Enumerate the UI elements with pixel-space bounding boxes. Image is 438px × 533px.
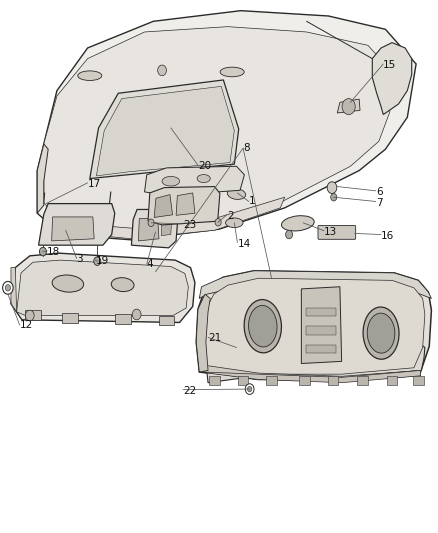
Ellipse shape	[197, 175, 210, 182]
Polygon shape	[11, 268, 17, 312]
Ellipse shape	[227, 189, 246, 199]
Polygon shape	[196, 271, 431, 379]
Polygon shape	[44, 27, 390, 232]
Circle shape	[215, 219, 221, 226]
Ellipse shape	[226, 218, 243, 228]
Ellipse shape	[220, 67, 244, 77]
FancyBboxPatch shape	[318, 225, 356, 239]
Text: 3: 3	[77, 254, 83, 263]
Polygon shape	[176, 193, 195, 215]
Ellipse shape	[78, 71, 102, 80]
Ellipse shape	[52, 275, 84, 292]
Circle shape	[247, 386, 252, 392]
Ellipse shape	[244, 300, 282, 353]
Polygon shape	[328, 376, 338, 385]
Polygon shape	[387, 376, 397, 385]
Circle shape	[342, 99, 355, 115]
Polygon shape	[204, 365, 420, 381]
Text: 1: 1	[249, 197, 255, 206]
Polygon shape	[52, 217, 94, 241]
Polygon shape	[115, 314, 131, 324]
Text: 23: 23	[183, 220, 196, 230]
Polygon shape	[209, 376, 220, 385]
Polygon shape	[306, 326, 336, 335]
Polygon shape	[299, 376, 310, 385]
Polygon shape	[90, 80, 239, 179]
Ellipse shape	[111, 278, 134, 292]
Circle shape	[39, 247, 46, 256]
Polygon shape	[206, 341, 425, 383]
Text: 15: 15	[383, 60, 396, 70]
Polygon shape	[39, 204, 115, 245]
Circle shape	[3, 281, 13, 294]
Text: 20: 20	[198, 161, 211, 171]
Polygon shape	[306, 345, 336, 353]
Polygon shape	[357, 376, 368, 385]
Circle shape	[94, 257, 101, 265]
Polygon shape	[238, 376, 248, 385]
Polygon shape	[37, 144, 48, 213]
Polygon shape	[37, 11, 416, 240]
Text: 6: 6	[376, 187, 382, 197]
Text: 2: 2	[227, 211, 233, 221]
Polygon shape	[306, 308, 336, 316]
Text: 12: 12	[20, 320, 33, 330]
Polygon shape	[154, 195, 173, 217]
Text: 14: 14	[237, 239, 251, 248]
Polygon shape	[11, 253, 195, 322]
Polygon shape	[199, 271, 431, 298]
Polygon shape	[96, 86, 234, 176]
Polygon shape	[199, 370, 420, 383]
Ellipse shape	[367, 313, 395, 353]
Circle shape	[158, 65, 166, 76]
Circle shape	[245, 384, 254, 394]
Polygon shape	[337, 99, 360, 113]
Polygon shape	[131, 209, 178, 248]
Circle shape	[5, 285, 11, 291]
Circle shape	[132, 309, 141, 320]
Polygon shape	[145, 166, 244, 196]
Text: 21: 21	[208, 334, 221, 343]
Polygon shape	[25, 310, 41, 320]
Polygon shape	[301, 287, 342, 364]
Ellipse shape	[282, 216, 314, 231]
Circle shape	[331, 193, 337, 201]
Polygon shape	[202, 278, 425, 374]
Circle shape	[148, 219, 154, 227]
Polygon shape	[17, 260, 188, 316]
Circle shape	[25, 310, 34, 321]
Text: 17: 17	[88, 179, 101, 189]
Text: 4: 4	[147, 259, 153, 269]
Polygon shape	[413, 376, 424, 385]
Polygon shape	[159, 316, 174, 325]
Circle shape	[327, 182, 337, 193]
Ellipse shape	[363, 307, 399, 359]
Polygon shape	[61, 197, 285, 239]
Text: 22: 22	[183, 386, 196, 395]
Text: 19: 19	[95, 256, 109, 266]
Ellipse shape	[248, 305, 277, 347]
Text: 7: 7	[376, 198, 382, 207]
Polygon shape	[62, 313, 78, 323]
Polygon shape	[372, 43, 412, 115]
Polygon shape	[161, 219, 172, 236]
Polygon shape	[148, 187, 220, 225]
Text: 8: 8	[243, 143, 250, 153]
Text: 13: 13	[324, 227, 337, 237]
Polygon shape	[266, 376, 277, 385]
Ellipse shape	[162, 176, 180, 186]
Polygon shape	[196, 294, 210, 372]
Text: 16: 16	[381, 231, 394, 240]
Polygon shape	[138, 219, 159, 241]
Circle shape	[286, 230, 293, 239]
Text: 18: 18	[47, 247, 60, 257]
